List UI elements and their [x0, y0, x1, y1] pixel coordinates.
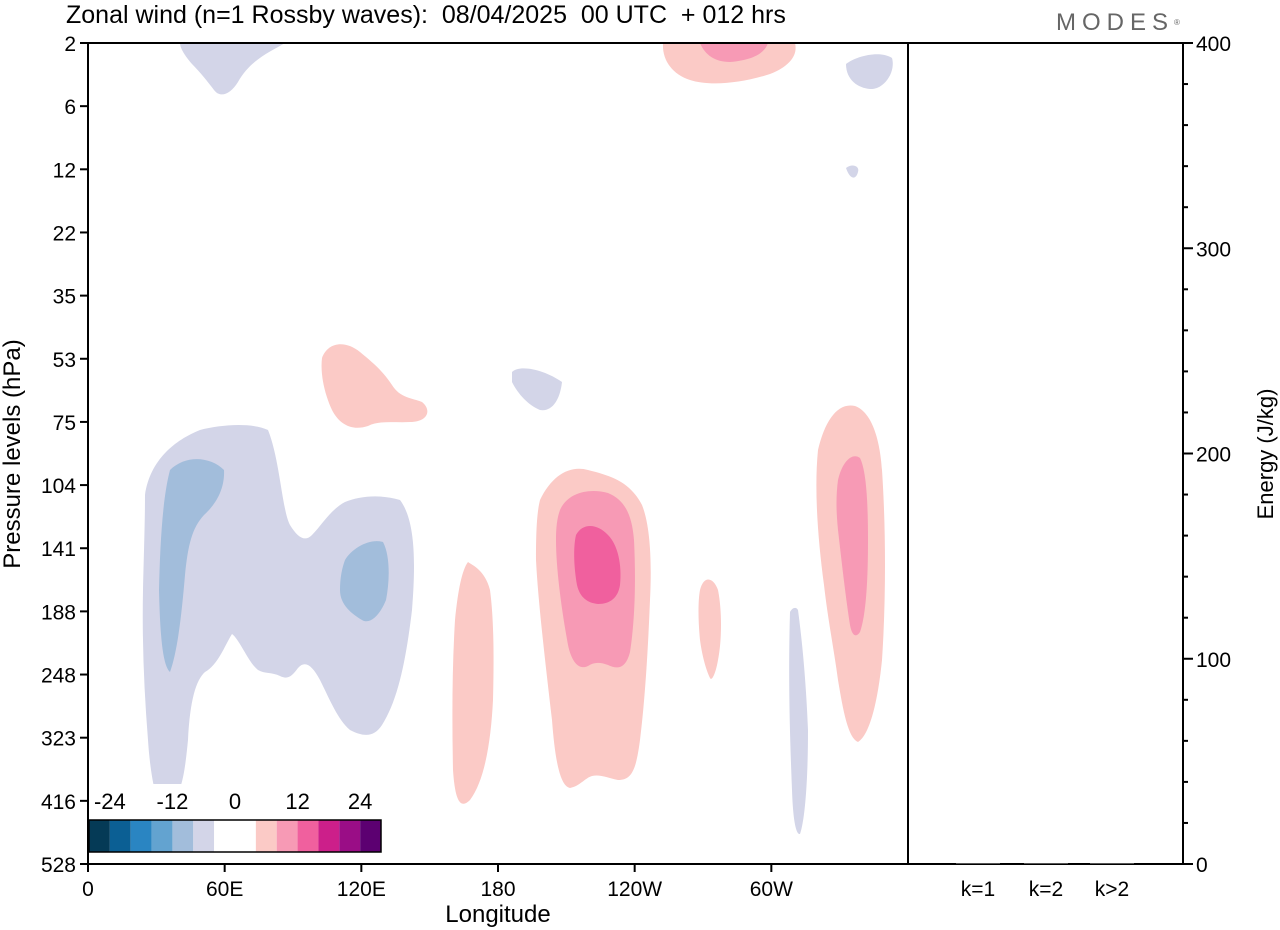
contour-positive-53hpa [321, 344, 428, 428]
colorbar-label: 0 [229, 789, 241, 814]
y-axis-label: Pressure levels (hPa) [0, 339, 26, 568]
energy-bars: k=1 k=2 k>2 [956, 863, 1134, 901]
colorbar-cell [276, 820, 298, 852]
brand-logo: MODES® [1056, 9, 1180, 37]
energy-bar [956, 863, 1000, 864]
brand-registered-mark: ® [1174, 18, 1180, 27]
y-tick-label: 416 [41, 791, 76, 814]
energy-category-label: k=2 [1029, 878, 1063, 901]
contour-positive-narrow-180 [452, 562, 494, 804]
colorbar-cell [89, 820, 110, 852]
energy-tick-label: 300 [1196, 238, 1231, 261]
colorbar-labels: -24 -12 0 12 24 [94, 789, 372, 814]
contour-positive-small-120w [698, 579, 721, 679]
energy-bar [1090, 863, 1134, 864]
x-tick-label: 60W [750, 878, 793, 901]
colorbar-cell [151, 820, 173, 852]
contour-negative-53hpa [512, 368, 562, 411]
y-tick-label: 6 [64, 96, 76, 119]
colorbar-cell [214, 820, 256, 852]
contour-field [142, 43, 893, 835]
colorbar-label: 12 [285, 789, 309, 814]
colorbar-cell [172, 820, 194, 852]
energy-axis-label: Energy (J/kg) [1253, 389, 1278, 520]
colorbar: -24 -12 0 12 24 [88, 784, 385, 862]
x-tick-label: 0 [82, 878, 94, 901]
colorbar-cell [255, 820, 277, 852]
contour-negative-upper-right [846, 54, 893, 90]
contour-negative-core-left [159, 459, 225, 672]
x-tick-label: 120W [607, 878, 662, 901]
y-tick-label: 53 [53, 349, 76, 372]
y-tick-label: 22 [53, 222, 76, 245]
colorbar-border [88, 819, 382, 853]
x-axis-label: Longitude [445, 901, 550, 928]
colorbar-cell [360, 820, 381, 852]
contour-negative-small-12hpa [846, 165, 859, 178]
contour-negative-upper-left [180, 43, 285, 95]
y-tick-label: 528 [41, 854, 76, 877]
energy-tick-label: 100 [1196, 649, 1231, 672]
x-tick-label: 60E [206, 878, 243, 901]
colorbar-cell [109, 820, 131, 852]
y-axis-ticks: 2 6 12 22 35 53 75 104 141 188 248 323 416 528 [41, 33, 88, 877]
colorbar-cells [88, 819, 382, 853]
colorbar-cell [339, 820, 361, 852]
colorbar-label: -12 [157, 789, 189, 814]
y-tick-label: 104 [41, 475, 76, 498]
y-tick-label: 188 [41, 601, 76, 624]
contour-negative-core-right [340, 541, 389, 622]
contour-positive-top [662, 43, 796, 84]
colorbar-cell [297, 820, 319, 852]
y-tick-label: 141 [41, 538, 76, 561]
y-tick-label: 2 [64, 33, 76, 56]
energy-tick-label: 200 [1196, 444, 1231, 467]
contour-positive-top-core [700, 43, 768, 62]
energy-bar [1024, 863, 1068, 864]
x-tick-label: 120E [337, 878, 386, 901]
y-tick-label: 75 [53, 412, 76, 435]
contour-positive-main-core [574, 525, 621, 604]
colorbar-cell [130, 820, 152, 852]
colorbar-label: -24 [94, 789, 126, 814]
colorbar-cell [193, 820, 215, 852]
colorbar-label: 24 [348, 789, 372, 814]
x-tick-label: 180 [480, 878, 515, 901]
energy-category-label: k>2 [1095, 878, 1129, 901]
y-tick-label: 35 [53, 286, 76, 309]
brand-name: MODES [1056, 9, 1175, 36]
contour-positive-right-mid [836, 456, 868, 636]
contour-negative-narrow [789, 607, 808, 835]
energy-category-label: k=1 [961, 878, 995, 901]
y-tick-label: 248 [41, 665, 76, 688]
energy-axis-ticks: 0 100 200 300 400 [1183, 33, 1231, 877]
chart-title: Zonal wind (n=1 Rossby waves): 08/04/202… [66, 1, 786, 29]
contour-negative-broad [142, 425, 415, 810]
y-tick-label: 323 [41, 728, 76, 751]
colorbar-cell [318, 820, 340, 852]
energy-tick-label: 400 [1196, 33, 1231, 56]
x-axis-ticks: 0 60E 120E 180 120W 60W [82, 864, 793, 901]
energy-tick-label: 0 [1196, 854, 1208, 877]
y-tick-label: 12 [53, 159, 76, 182]
